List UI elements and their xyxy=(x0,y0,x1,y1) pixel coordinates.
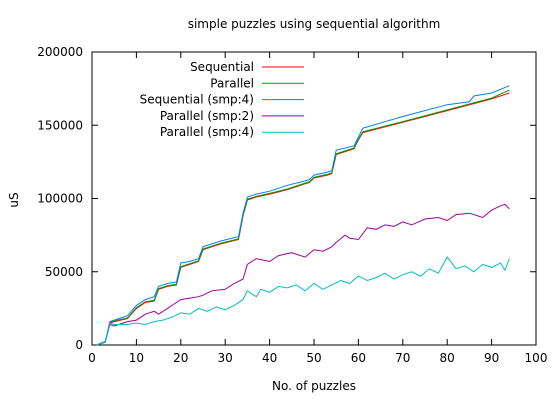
y-tick-label: 200000 xyxy=(37,45,83,59)
x-tick-label: 10 xyxy=(129,351,144,365)
legend-label-1: Parallel xyxy=(210,76,254,90)
x-tick-label: 60 xyxy=(351,351,366,365)
x-tick-label: 20 xyxy=(173,351,188,365)
series-line-2 xyxy=(96,85,510,346)
legend-label-0: Sequential xyxy=(190,60,254,74)
y-tick-label: 50000 xyxy=(45,265,83,279)
axis-ticks: 0 10 20 30 40 50 60 70 80 90 100 0 50000 100000 150000… xyxy=(37,45,547,365)
x-tick-label: 70 xyxy=(395,351,410,365)
x-tick-label: 90 xyxy=(484,351,499,365)
legend-label-3: Parallel (smp:2) xyxy=(160,109,254,123)
x-tick-label: 80 xyxy=(440,351,455,365)
series-line-1 xyxy=(96,89,510,346)
series-line-0 xyxy=(96,92,510,346)
x-axis-label: No. of puzzles xyxy=(272,379,356,393)
x-tick-label: 30 xyxy=(218,351,233,365)
x-tick-label: 50 xyxy=(306,351,321,365)
chart-title: simple puzzles using sequential algorith… xyxy=(188,17,441,31)
y-tick-label: 0 xyxy=(75,338,83,352)
x-tick-label: 40 xyxy=(262,351,277,365)
y-tick-label: 100000 xyxy=(37,192,83,206)
legend-label-2: Sequential (smp:4) xyxy=(140,93,254,107)
legend-label-4: Parallel (smp:4) xyxy=(160,125,254,139)
series-line-4 xyxy=(96,256,510,346)
series-line-3 xyxy=(96,203,510,346)
x-tick-label: 0 xyxy=(88,351,96,365)
y-tick-label: 150000 xyxy=(37,118,83,132)
y-axis-label: uS xyxy=(7,192,21,207)
legend: Sequential Parallel Sequential (smp:4) Para… xyxy=(140,60,304,139)
series-lines xyxy=(96,85,510,346)
x-tick-label: 100 xyxy=(525,351,548,365)
